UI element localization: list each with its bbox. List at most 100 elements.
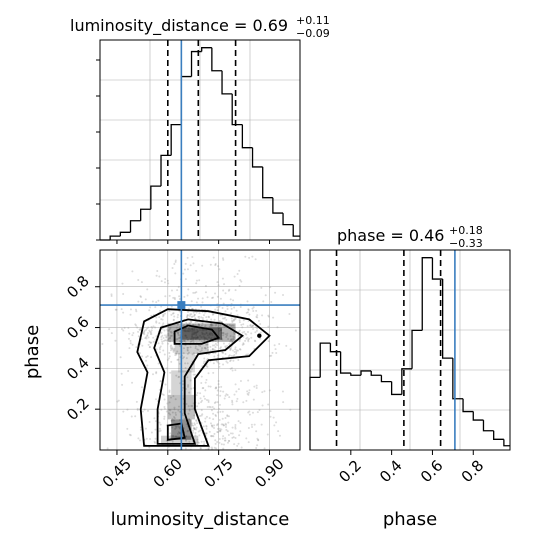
sample-point bbox=[213, 402, 216, 405]
sample-point bbox=[191, 353, 194, 356]
sample-point bbox=[184, 362, 187, 365]
sample-point bbox=[157, 342, 160, 345]
sample-point bbox=[214, 439, 217, 442]
sample-point bbox=[166, 279, 169, 282]
sample-point bbox=[210, 324, 213, 327]
sample-point bbox=[240, 323, 243, 326]
sample-point bbox=[136, 408, 139, 411]
sample-point bbox=[218, 407, 221, 410]
sample-point bbox=[129, 342, 132, 345]
sample-point bbox=[233, 393, 236, 396]
sample-point bbox=[222, 289, 225, 292]
sample-point bbox=[278, 434, 281, 437]
sample-point bbox=[294, 329, 297, 332]
sample-point bbox=[203, 337, 206, 340]
sample-point bbox=[229, 298, 232, 301]
sample-point bbox=[146, 335, 149, 338]
sample-point bbox=[128, 332, 131, 335]
sample-point bbox=[167, 334, 170, 337]
sample-point bbox=[226, 414, 229, 417]
sample-point bbox=[148, 346, 151, 349]
sample-point bbox=[251, 325, 254, 328]
sample-point bbox=[221, 307, 224, 310]
sample-point bbox=[122, 311, 125, 314]
sample-point bbox=[204, 346, 207, 349]
sample-point bbox=[197, 330, 200, 333]
sample-point bbox=[216, 295, 219, 298]
sample-point bbox=[169, 336, 172, 339]
sample-point bbox=[217, 380, 220, 383]
sample-point bbox=[127, 337, 130, 340]
sample-point bbox=[182, 386, 185, 389]
sample-point bbox=[182, 272, 185, 275]
sample-point bbox=[247, 338, 250, 341]
sample-point bbox=[233, 318, 236, 321]
sample-point bbox=[171, 346, 174, 349]
sample-point bbox=[130, 415, 133, 418]
sample-point bbox=[167, 357, 170, 360]
sample-point bbox=[144, 298, 147, 301]
sample-point bbox=[207, 385, 210, 388]
sample-point bbox=[187, 346, 190, 349]
sample-point bbox=[143, 330, 146, 333]
sample-point bbox=[165, 367, 168, 370]
sample-point bbox=[139, 295, 142, 298]
sample-point bbox=[200, 409, 203, 412]
sample-point bbox=[234, 289, 237, 292]
sample-point bbox=[190, 337, 193, 340]
sample-point bbox=[145, 336, 148, 339]
sample-point bbox=[222, 424, 225, 427]
sample-point bbox=[164, 277, 167, 280]
sample-point bbox=[251, 255, 254, 258]
sample-point bbox=[187, 288, 190, 291]
sample-point bbox=[218, 305, 221, 308]
sample-point bbox=[227, 355, 230, 358]
sample-point bbox=[203, 336, 206, 339]
sample-point bbox=[231, 369, 234, 372]
sample-point bbox=[159, 423, 162, 426]
sample-point bbox=[216, 401, 219, 404]
sample-point bbox=[169, 326, 172, 329]
sample-point bbox=[251, 425, 254, 428]
sample-point bbox=[174, 259, 177, 262]
sample-point bbox=[247, 308, 250, 311]
sample-point bbox=[201, 301, 204, 304]
sample-point bbox=[237, 442, 240, 445]
sample-point bbox=[221, 351, 224, 354]
sample-point bbox=[190, 300, 193, 303]
sample-point bbox=[189, 346, 192, 349]
sample-point bbox=[150, 325, 153, 328]
sample-point bbox=[122, 292, 125, 295]
sample-point bbox=[212, 418, 215, 421]
sample-point bbox=[186, 346, 189, 349]
sample-point bbox=[244, 332, 247, 335]
sample-point bbox=[158, 348, 161, 351]
sample-point bbox=[193, 427, 196, 430]
ld-hist-bin bbox=[231, 93, 243, 126]
sample-point bbox=[145, 327, 148, 330]
sample-point bbox=[234, 369, 237, 372]
sample-point bbox=[234, 346, 237, 349]
sample-point bbox=[206, 405, 209, 408]
sample-point bbox=[203, 443, 206, 446]
sample-point bbox=[209, 323, 212, 326]
sample-point bbox=[224, 310, 227, 313]
sample-point bbox=[188, 321, 191, 324]
sample-point bbox=[178, 362, 181, 365]
contour-ytick-label: 0.6 bbox=[63, 313, 93, 343]
sample-point bbox=[274, 291, 277, 294]
sample-point bbox=[192, 429, 195, 432]
sample-point bbox=[164, 295, 167, 298]
sample-point bbox=[272, 416, 275, 419]
sample-point bbox=[177, 332, 180, 335]
sample-point bbox=[196, 441, 199, 444]
sample-point bbox=[189, 264, 192, 267]
sample-point bbox=[221, 437, 224, 440]
sample-point bbox=[209, 333, 212, 336]
sample-point bbox=[192, 291, 195, 294]
sample-point bbox=[193, 313, 196, 316]
sample-point bbox=[234, 437, 237, 440]
sample-point bbox=[220, 328, 223, 331]
sample-point bbox=[256, 437, 259, 440]
